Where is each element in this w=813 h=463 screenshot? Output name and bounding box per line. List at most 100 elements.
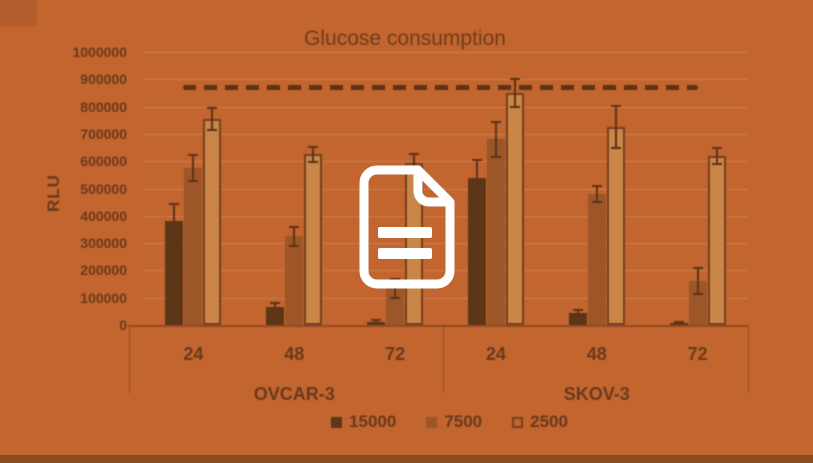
error-bar-cap (390, 277, 401, 280)
error-bar-cap (409, 153, 420, 156)
error-bar (312, 146, 315, 162)
error-bar-cap (572, 314, 583, 317)
legend-label: 7500 (444, 412, 483, 431)
chart-title: Glucose consumption (304, 27, 506, 50)
bar-2500-24 (203, 118, 222, 325)
error-bar (715, 147, 718, 164)
gridline (143, 188, 748, 190)
gridline (143, 133, 748, 135)
gridline (143, 79, 748, 81)
error-bar-cap (169, 202, 180, 205)
error-bar (614, 106, 617, 149)
legend-label: 2500 (530, 412, 568, 431)
legend-swatch-2500 (512, 416, 524, 428)
bar-7500-24 (184, 168, 203, 325)
error-bar (173, 203, 176, 239)
x-group-label: OVCAR-3 (253, 384, 335, 404)
document-icon (359, 165, 455, 289)
category-separator (748, 325, 749, 393)
y-axis-tick-label: 0 (119, 317, 127, 333)
x-category-label: 72 (385, 344, 406, 364)
x-category-label: 48 (284, 344, 305, 364)
error-bar (274, 303, 277, 312)
bar-15000-24 (165, 221, 184, 325)
error-bar-cap (308, 161, 319, 164)
y-axis-tick-label: 100000 (80, 289, 127, 306)
category-separator (443, 325, 444, 393)
error-bar-cap (289, 225, 300, 228)
bar-7500-48 (285, 236, 304, 325)
y-axis-tick-label: 700000 (80, 125, 127, 142)
bar-7500-48 (587, 193, 606, 325)
error-bar-cap (610, 147, 621, 150)
error-bar-cap (572, 308, 583, 311)
error-bar-cap (692, 293, 703, 296)
error-bar-cap (673, 322, 684, 325)
legend-item-7500: 7500 (426, 412, 482, 432)
legend-label: 15000 (349, 412, 397, 431)
y-axis-tick-label: 900000 (80, 71, 127, 88)
gridline (143, 297, 748, 299)
error-bar (677, 321, 680, 324)
error-bar (293, 226, 296, 246)
error-bar-cap (371, 322, 382, 325)
error-bar-cap (490, 156, 501, 159)
y-axis-tick-label: 400000 (80, 207, 127, 224)
error-bar (211, 107, 214, 130)
error-bar-cap (169, 238, 180, 240)
error-bar (192, 154, 195, 182)
error-bar-cap (471, 194, 482, 197)
error-bar-cap (270, 302, 281, 305)
error-bar (595, 185, 598, 203)
error-bar-cap (371, 319, 382, 322)
error-bar-cap (471, 158, 482, 161)
x-category-label: 72 (687, 344, 708, 364)
error-bar-cap (188, 153, 199, 156)
y-axis-tick-label: 800000 (80, 98, 127, 115)
x-category-label: 24 (183, 344, 204, 364)
error-bar (494, 121, 497, 158)
x-category-label: 24 (485, 344, 506, 364)
legend-item-15000: 15000 (331, 412, 396, 432)
error-bar (576, 309, 579, 316)
error-bar-cap (509, 78, 520, 81)
y-axis-tick-label: 1000000 (72, 44, 127, 60)
bar-7500-72 (688, 281, 707, 325)
error-bar-cap (207, 106, 218, 109)
legend: 15000 7500 2500 (43, 412, 813, 432)
bar-2500-48 (304, 154, 323, 325)
error-bar (513, 79, 516, 107)
error-bar-cap (711, 162, 722, 165)
x-group-label: SKOV-3 (563, 384, 630, 404)
x-category-label: 48 (586, 344, 607, 364)
error-bar-cap (591, 184, 602, 187)
bar-7500-24 (486, 139, 505, 325)
error-bar-cap (188, 180, 199, 183)
gridline (143, 106, 748, 108)
reference-line (183, 85, 698, 91)
error-bar-cap (711, 146, 722, 149)
error-bar-cap (390, 296, 401, 299)
legend-swatch-15000 (331, 416, 343, 428)
bar-2500-24 (505, 92, 524, 325)
y-axis-tick-label: 500000 (80, 180, 127, 197)
error-bar-cap (673, 320, 684, 323)
bar-2500-48 (606, 127, 625, 325)
y-axis-tick-label: 300000 (80, 235, 127, 252)
bottom-accent-strip (0, 455, 813, 463)
y-axis-tick-label: 200000 (80, 262, 127, 279)
error-bar-cap (308, 145, 319, 148)
error-bar-cap (270, 310, 281, 313)
y-axis-tick-label: 600000 (80, 153, 127, 170)
error-bar-cap (289, 244, 300, 247)
error-bar (375, 320, 378, 324)
error-bar-cap (591, 201, 602, 204)
error-bar-cap (509, 105, 520, 108)
bar-2500-72 (707, 155, 726, 325)
error-bar-cap (610, 105, 621, 108)
category-separator (129, 325, 130, 393)
legend-swatch-7500 (426, 416, 438, 428)
x-axis-line (129, 325, 748, 327)
